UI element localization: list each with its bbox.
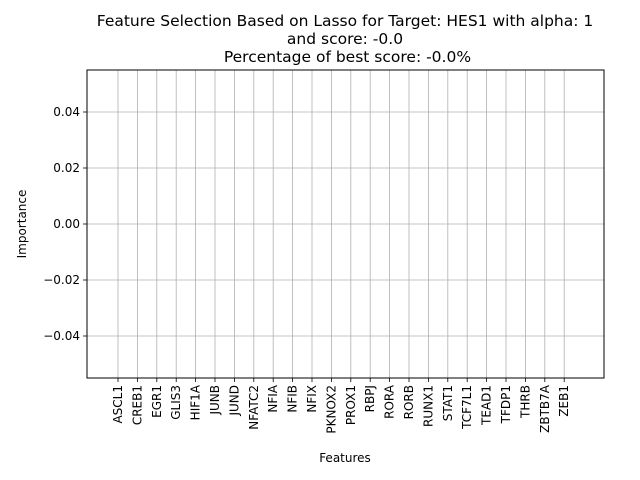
chart-title-line-3: Percentage of best score: -0.0% xyxy=(219,48,471,66)
x-tick-label: CREB1 xyxy=(130,385,144,425)
y-axis-ticks: −0.04 −0.02 0.00 0.02 0.04 xyxy=(43,105,87,343)
x-tick-label: EGR1 xyxy=(150,385,164,418)
x-tick-label: ZEB1 xyxy=(557,385,571,417)
x-tick-label: JUND xyxy=(227,385,241,417)
x-tick-label: NFIX xyxy=(305,385,319,413)
x-tick-label: ZBTB7A xyxy=(538,384,552,433)
x-tick-label: RUNX1 xyxy=(421,385,435,427)
x-tick-label: RBPJ xyxy=(363,385,377,412)
chart-title-line-2: and score: -0.0 xyxy=(287,30,403,48)
x-tick-label: TEAD1 xyxy=(480,385,494,426)
x-tick-label: STAT1 xyxy=(441,385,455,421)
grid xyxy=(87,70,604,378)
y-tick-label: 0.00 xyxy=(53,217,80,231)
chart-title: Feature Selection Based on Lasso for Tar… xyxy=(97,12,594,66)
x-tick-label: NFATC2 xyxy=(247,385,261,430)
x-tick-label: RORA xyxy=(383,384,397,419)
x-tick-label: JUNB xyxy=(208,385,222,416)
x-tick-label: NFIA xyxy=(266,384,280,412)
x-tick-label: TCF7L1 xyxy=(460,385,474,430)
x-tick-label: ASCL1 xyxy=(111,385,125,424)
y-axis-label: Importance xyxy=(15,190,29,259)
x-tick-label: PROX1 xyxy=(344,385,358,425)
y-tick-label: 0.02 xyxy=(53,161,80,175)
chart-title-line-1: Feature Selection Based on Lasso for Tar… xyxy=(97,12,594,30)
x-tick-label: TFDP1 xyxy=(499,385,513,424)
x-axis-ticks: ASCL1 CREB1 EGR1 GLIS3 HIF1A JUNB JUND NFATC2 NF… xyxy=(111,378,571,434)
x-tick-label: HIF1A xyxy=(189,384,203,420)
x-tick-label: RORB xyxy=(402,385,416,419)
x-tick-label: NFIB xyxy=(286,385,300,413)
y-tick-label: 0.04 xyxy=(53,105,80,119)
x-axis-label: Features xyxy=(319,451,371,465)
x-tick-label: PKNOX2 xyxy=(324,385,338,434)
y-tick-label: −0.02 xyxy=(43,273,80,287)
x-tick-label: GLIS3 xyxy=(169,385,183,420)
y-tick-label: −0.04 xyxy=(43,329,80,343)
x-tick-label: THRB xyxy=(518,385,532,419)
